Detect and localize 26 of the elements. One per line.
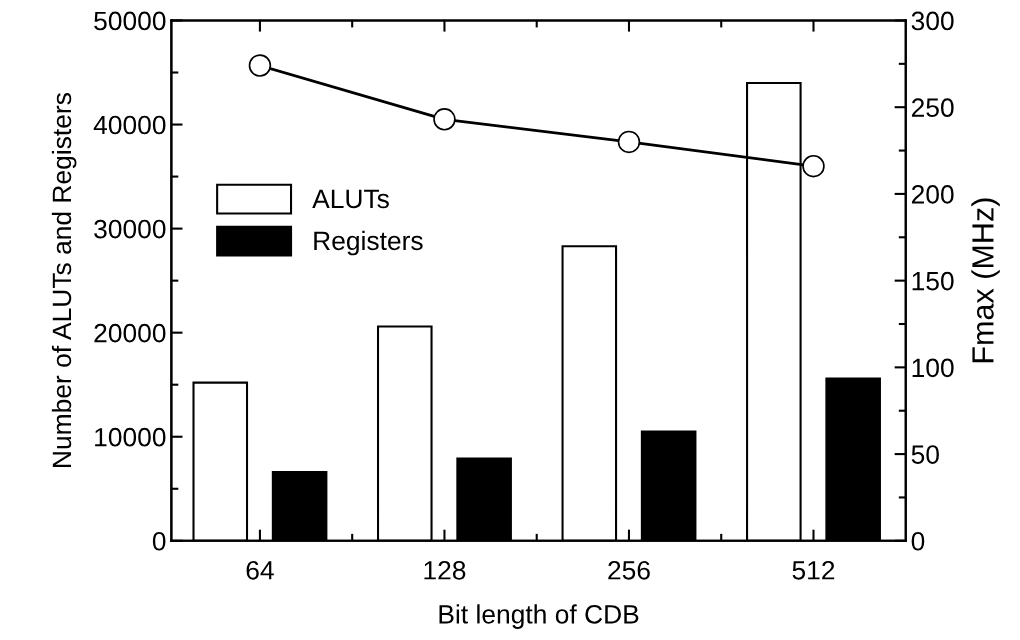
- y-tick-label: 40000: [93, 115, 166, 135]
- point: [802, 154, 825, 178]
- x-tick-label: 512: [792, 560, 835, 580]
- x-axis-title: Bit length of CDB: [439, 604, 639, 629]
- x-tick-label: 64: [246, 560, 274, 580]
- y2-tick-label: 100: [912, 358, 954, 378]
- y2-tick-label: 0: [911, 531, 925, 551]
- y-tick-label: 20000: [94, 323, 166, 343]
- y2-tick-label: 200: [911, 185, 954, 204]
- legend-label: ALUTs: [312, 189, 389, 209]
- point: [248, 54, 272, 77]
- x-tick-label: 256: [608, 560, 650, 580]
- y-axis-title: Number of ALUTs and Registers: [51, 93, 77, 467]
- y2-tick-label: 150: [912, 271, 954, 291]
- x-tick-label: 128: [424, 560, 466, 580]
- y-tick-label: 0: [152, 531, 166, 551]
- y2-tick-label: 250: [911, 98, 954, 118]
- y2-tick-label: 50: [911, 445, 939, 464]
- y-tick-label: 30000: [94, 219, 166, 239]
- point: [617, 130, 641, 154]
- legend-label: Registers: [314, 230, 423, 256]
- y2-axis-title: Fmax (MHz): [971, 198, 1000, 363]
- point: [433, 108, 456, 131]
- y2-tick-label: 300: [911, 11, 954, 31]
- y-tick-label: 10000: [95, 427, 166, 447]
- y-tick-label: 50000: [94, 11, 166, 31]
